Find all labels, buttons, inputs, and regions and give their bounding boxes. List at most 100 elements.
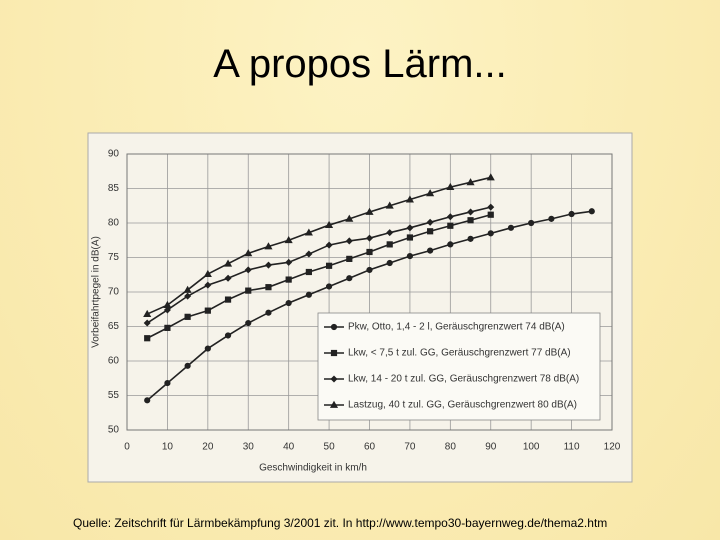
data-point — [265, 309, 272, 316]
data-point — [568, 210, 575, 218]
data-point — [143, 309, 152, 317]
data-point — [224, 296, 232, 303]
data-point — [163, 300, 172, 309]
data-point — [467, 217, 474, 224]
y-tick-label: 75 — [108, 252, 120, 263]
legend-marker — [330, 323, 338, 331]
series-line — [146, 213, 491, 339]
x-tick-label: 0 — [124, 442, 130, 453]
data-point — [548, 215, 555, 222]
data-point — [143, 319, 151, 327]
y-tick-label: 55 — [108, 390, 120, 401]
data-point — [163, 306, 171, 314]
data-point — [305, 268, 312, 276]
data-point — [346, 275, 353, 282]
y-tick-label: 70 — [108, 287, 120, 298]
data-point — [325, 262, 333, 269]
legend-marker — [330, 375, 338, 383]
x-tick-label: 100 — [523, 442, 540, 453]
data-point — [244, 249, 253, 257]
data-point — [144, 335, 151, 342]
x-tick-label: 110 — [564, 442, 580, 453]
data-point — [224, 274, 232, 282]
data-point — [486, 173, 495, 181]
data-point — [325, 220, 334, 228]
data-point — [164, 379, 171, 387]
data-point — [204, 307, 211, 314]
data-point — [427, 228, 434, 235]
legend-marker — [330, 349, 338, 357]
x-tick-label: 20 — [202, 442, 214, 453]
data-point — [426, 189, 435, 197]
data-point — [223, 259, 233, 267]
y-tick-label: 65 — [108, 321, 120, 332]
y-tick-label: 90 — [108, 149, 120, 160]
data-point — [487, 230, 494, 237]
data-point — [245, 319, 252, 327]
data-point — [427, 247, 434, 254]
data-point — [144, 397, 151, 404]
legend-label: Lkw, < 7,5 t zul. GG, Geräuschgrenzwert … — [348, 348, 571, 359]
data-point — [406, 234, 414, 241]
y-tick-label: 85 — [108, 183, 120, 194]
data-point — [325, 241, 333, 249]
data-point — [285, 276, 292, 283]
data-point — [386, 229, 394, 237]
y-tick-label: 80 — [108, 218, 120, 229]
data-point — [487, 211, 494, 218]
data-point — [365, 207, 374, 215]
data-point — [184, 292, 192, 300]
data-point — [446, 213, 454, 221]
data-point — [366, 266, 373, 274]
x-axis-label: Geschwindigkeit in km/h — [259, 463, 367, 474]
data-point — [447, 241, 454, 248]
x-tick-label: 50 — [324, 442, 336, 453]
plot-area — [126, 153, 613, 431]
data-point — [305, 250, 313, 258]
data-point — [264, 261, 272, 269]
data-point — [346, 255, 353, 262]
data-point — [204, 345, 211, 352]
data-point — [528, 219, 535, 227]
data-point — [204, 281, 212, 289]
data-point — [224, 332, 232, 339]
data-point — [285, 258, 293, 266]
data-point — [405, 195, 414, 203]
data-point — [406, 224, 414, 232]
x-tick-label: 70 — [404, 442, 416, 453]
data-point — [487, 203, 495, 211]
data-point — [265, 284, 272, 291]
data-point — [447, 222, 454, 229]
slide-title: A propos Lärm... — [213, 42, 507, 86]
data-point — [386, 241, 393, 248]
data-point — [446, 182, 455, 191]
data-point — [245, 287, 252, 294]
x-tick-label: 120 — [604, 442, 621, 453]
data-point — [164, 324, 171, 331]
x-tick-label: 80 — [445, 442, 457, 453]
data-point — [467, 208, 475, 216]
legend-box — [317, 312, 601, 421]
data-point — [588, 208, 595, 215]
data-point — [467, 235, 474, 242]
data-point — [203, 269, 212, 277]
data-point — [183, 285, 192, 293]
x-tick-label: 30 — [243, 442, 255, 453]
data-point — [284, 236, 293, 244]
legend-label: Pkw, Otto, 1,4 - 2 l, Geräuschgrenzwert … — [348, 322, 565, 333]
y-axis-label: Vorbeifahrtpegel in dB(A) — [91, 236, 102, 348]
data-point — [244, 266, 252, 274]
data-point — [325, 283, 333, 290]
series-line — [146, 206, 491, 324]
data-point — [304, 228, 313, 236]
x-tick-label: 60 — [364, 442, 376, 453]
data-point — [365, 234, 374, 242]
x-tick-label: 90 — [485, 442, 497, 453]
data-point — [305, 291, 312, 298]
y-tick-label: 50 — [108, 425, 120, 436]
data-point — [184, 313, 191, 320]
data-point — [345, 214, 354, 222]
x-tick-label: 10 — [162, 442, 174, 453]
data-point — [406, 253, 414, 260]
data-point — [466, 178, 475, 186]
